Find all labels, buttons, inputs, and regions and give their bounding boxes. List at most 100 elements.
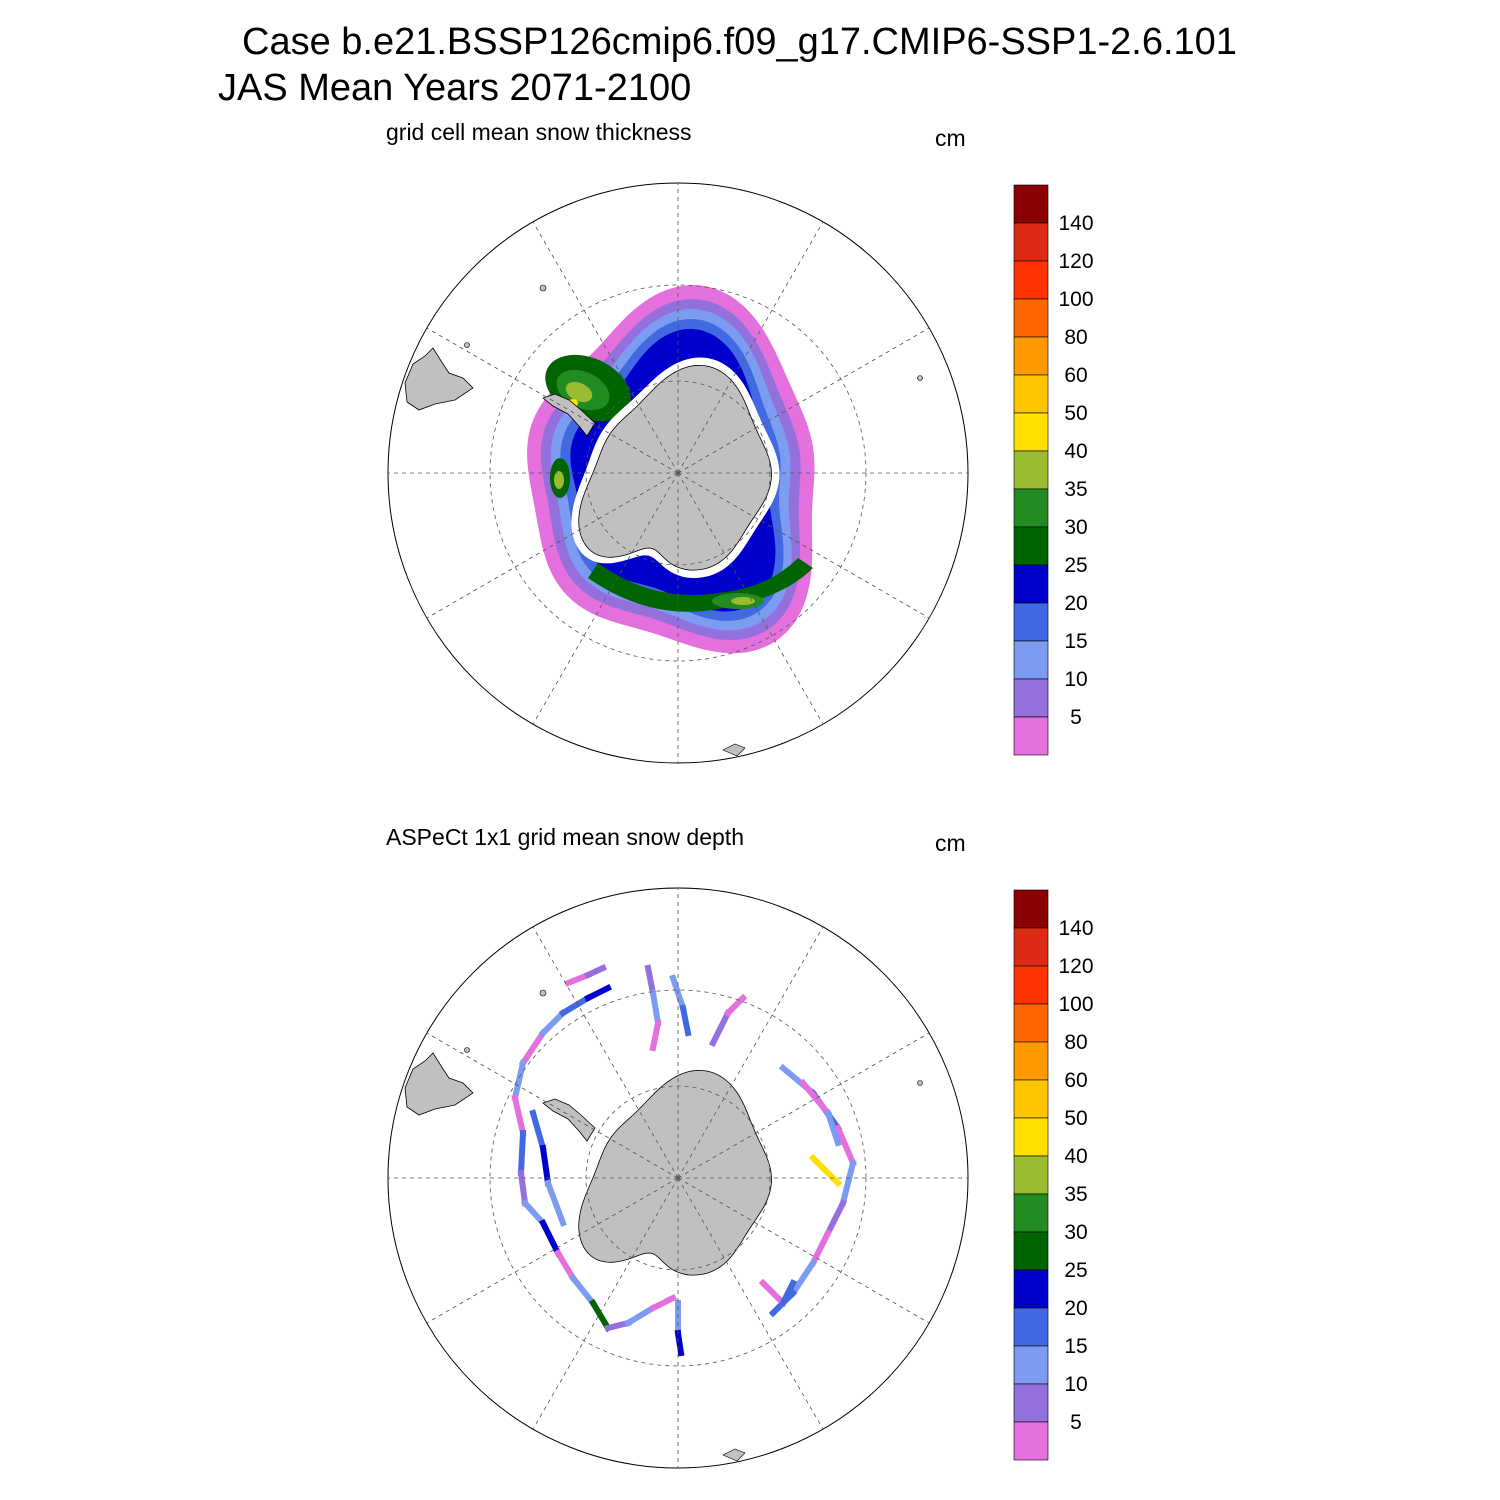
meridian-line [677, 327, 930, 474]
new-zealand-tip [722, 743, 746, 757]
panel1-subtitle: grid cell mean snow thickness [386, 119, 692, 145]
colorbar-box [1013, 640, 1049, 680]
colorbar-tick-label: 20 [1064, 1297, 1087, 1320]
colorbar-box [1013, 927, 1049, 967]
island [539, 989, 547, 997]
colorbar-tick-label: 30 [1064, 516, 1087, 539]
ship-track-segment [623, 1303, 658, 1328]
ship-track-segment [834, 1124, 857, 1167]
ship-track-segment [588, 1298, 613, 1333]
panel2-units: cm [935, 830, 966, 856]
ship-track-segment [517, 1169, 529, 1207]
colorbar-tick-label: 80 [1064, 1031, 1087, 1054]
colorbar-tick-label: 40 [1064, 440, 1087, 463]
antarctic-peninsula [542, 393, 596, 437]
colorbar-box [1013, 374, 1049, 414]
figure-title-case: Case b.e21.BSSP126cmip6.f09_g17.CMIP6-SS… [242, 21, 1237, 63]
ship-track-segment [723, 993, 748, 1018]
ship-track-segment [520, 1198, 548, 1228]
ship-track-segment [539, 1144, 552, 1187]
ship-track-segment [553, 1248, 578, 1283]
colorbar-tick-label: 120 [1058, 955, 1093, 978]
ship-track-segment [584, 964, 607, 979]
island [539, 284, 547, 292]
ship-track-segment [511, 1059, 527, 1102]
meridian-line [426, 1032, 679, 1179]
colorbar-tick-label: 35 [1064, 1183, 1087, 1206]
colorbar-tick-label: 140 [1058, 212, 1093, 235]
colorbar-tick-label: 60 [1064, 1069, 1087, 1092]
colorbar-box [1013, 1041, 1049, 1081]
model-colorbar: 5 10 15 20 25 30 35 40 50 60 80 100 120 140 [1013, 184, 1094, 756]
colorbar-tick-label: 25 [1064, 554, 1087, 577]
ship-track-segment [538, 1218, 563, 1258]
colorbar-box [1013, 889, 1049, 929]
meridian-line [677, 926, 824, 1179]
meridian-line [426, 1177, 679, 1324]
ship-track-segment [648, 1293, 678, 1313]
colorbar-box [1013, 1155, 1049, 1195]
meridian-line [532, 472, 679, 725]
colorbar-box [1013, 1383, 1049, 1423]
colorbar-box [1013, 298, 1049, 338]
colorbar-box [1013, 412, 1049, 452]
aspect-colorbar: 5 10 15 20 25 30 35 40 50 60 80 100 120 140 [1013, 889, 1094, 1461]
figure-title-period: JAS Mean Years 2071-2100 [218, 67, 692, 109]
meridian-line [532, 926, 679, 1179]
colorbar-tick-label: 5 [1070, 1411, 1082, 1434]
snow-patch-35-40 [731, 597, 755, 605]
colorbar-box [1013, 1193, 1049, 1233]
ship-track-segment [511, 1094, 527, 1137]
colorbar-box [1013, 1269, 1049, 1309]
ship-track-segment [788, 1258, 818, 1298]
colorbar-box [1013, 1079, 1049, 1119]
colorbar-box [1013, 222, 1049, 262]
meridian-line [677, 1177, 824, 1430]
ship-track-segment [778, 1278, 798, 1308]
colorbar-tick-label: 20 [1064, 592, 1087, 615]
colorbar-box [1013, 678, 1049, 718]
ship-track-segment [823, 1198, 848, 1238]
ship-track-segment [839, 1159, 857, 1207]
colorbar-tick-label: 50 [1064, 1107, 1087, 1130]
colorbar-box [1013, 1421, 1049, 1461]
snow-patch-35-40 [554, 471, 564, 489]
colorbar-tick-label: 10 [1064, 1373, 1087, 1396]
colorbar-tick-label: 40 [1064, 1145, 1087, 1168]
colorbar-box [1013, 184, 1049, 224]
ship-track-segment [583, 983, 613, 1003]
colorbar-box [1013, 526, 1049, 566]
colorbar-tick-label: 100 [1058, 993, 1093, 1016]
ship-track-segment [708, 1008, 733, 1048]
model-snow-thickness-map [387, 182, 969, 764]
colorbar-tick-label: 15 [1064, 1335, 1087, 1358]
ship-track-segment [649, 1019, 662, 1052]
meridian-line [677, 472, 824, 725]
colorbar-box [1013, 1231, 1049, 1271]
ship-track-segment [758, 1278, 788, 1308]
meridian-line [426, 472, 679, 619]
ship-track-segment [558, 993, 593, 1018]
ship-track-segment [517, 1129, 527, 1177]
colorbar-tick-label: 50 [1064, 402, 1087, 425]
meridian-line [677, 472, 930, 619]
ship-track-segment [674, 1329, 685, 1357]
ship-track-segment [644, 964, 657, 997]
colorbar-box [1013, 336, 1049, 376]
ship-track-segment [808, 1228, 833, 1268]
meridian-line [426, 327, 679, 474]
meridian-line [677, 1177, 930, 1324]
ship-track-segment [649, 989, 662, 1027]
colorbar-box [1013, 488, 1049, 528]
colorbar-tick-label: 30 [1064, 1221, 1087, 1244]
colorbar-box [1013, 1003, 1049, 1043]
ship-track-segment [808, 1153, 843, 1188]
meridian-line [532, 1177, 679, 1430]
colorbar-box [1013, 1117, 1049, 1157]
colorbar-box [1013, 260, 1049, 300]
panel1-units: cm [935, 125, 966, 151]
aspect-snow-depth-map [387, 887, 969, 1469]
colorbar-box [1013, 1307, 1049, 1347]
colorbar-tick-label: 35 [1064, 478, 1087, 501]
colorbar-tick-label: 100 [1058, 288, 1093, 311]
